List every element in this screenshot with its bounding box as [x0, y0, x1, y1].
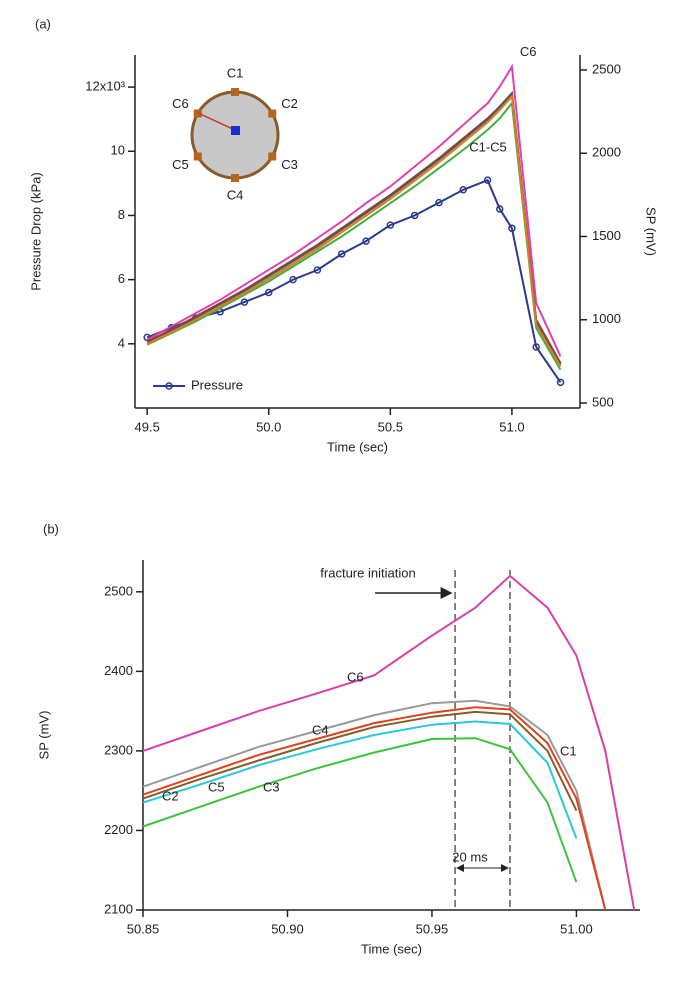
- series-line: [142, 699, 607, 911]
- series-line: [146, 178, 562, 383]
- series-label: C4: [312, 722, 329, 737]
- point: [532, 343, 540, 351]
- panel-label: (a): [35, 16, 51, 31]
- point: [508, 224, 516, 233]
- y-tick-label: 2400: [104, 663, 133, 678]
- x-tick-label: 50.95: [416, 921, 449, 936]
- x-tick-label: 50.5: [378, 419, 403, 434]
- sensor-label: C2: [281, 96, 298, 111]
- point: [337, 250, 346, 258]
- series-line: [142, 574, 636, 911]
- series-label: C3: [263, 779, 280, 794]
- y-tick-label: 2200: [104, 822, 133, 837]
- y-tick-label: 2500: [104, 583, 133, 598]
- y-tick-label: 8: [118, 207, 125, 222]
- y2-tick-label: 1500: [592, 228, 621, 243]
- series-line: [142, 710, 578, 812]
- x-tick-label: 50.0: [256, 419, 281, 434]
- y-tick-label: 12x10³: [85, 79, 125, 94]
- y2-tick-label: 2500: [592, 61, 621, 76]
- y2-tick-label: 500: [592, 394, 614, 409]
- series-line: [142, 720, 578, 839]
- sensor-label: C6: [172, 96, 189, 111]
- series-line: [146, 63, 562, 357]
- y2-tick-label: 1000: [592, 311, 621, 326]
- series-line: [142, 706, 607, 911]
- point: [240, 298, 249, 306]
- point: [556, 378, 565, 387]
- sensor-label: C3: [281, 157, 298, 172]
- series-line: [146, 100, 562, 371]
- point: [496, 205, 504, 213]
- sensor-label: C4: [227, 187, 244, 202]
- y2-axis-title: SP (mV): [644, 207, 659, 256]
- x-axis-title: Time (sec): [361, 941, 422, 956]
- panel-label: (b): [43, 521, 59, 536]
- point: [264, 288, 273, 297]
- point: [410, 211, 419, 220]
- point: [459, 186, 468, 194]
- y-tick-label: 2100: [104, 901, 133, 916]
- injection-point: [231, 126, 240, 135]
- sensor: [268, 152, 277, 161]
- annotation: 20 ms: [452, 849, 488, 864]
- y-tick-label: 6: [118, 271, 125, 286]
- point: [313, 266, 322, 274]
- x-tick-label: 51.00: [560, 921, 593, 936]
- sensor: [231, 174, 239, 182]
- series-line: [146, 94, 562, 367]
- point: [362, 237, 370, 245]
- sensor: [193, 152, 202, 161]
- y-axis-title: Pressure Drop (kPa): [28, 172, 43, 290]
- x-tick-label: 49.5: [135, 419, 160, 434]
- y2-tick-label: 2000: [592, 145, 621, 160]
- x-axis-title: Time (sec): [327, 439, 388, 454]
- y-axis-title: SP (mV): [36, 711, 51, 760]
- point: [289, 275, 297, 284]
- series-label: C6: [347, 669, 364, 684]
- sensor-label: C1: [227, 65, 244, 80]
- sensor: [193, 109, 202, 118]
- annotation: fracture initiation: [320, 565, 415, 580]
- sensor: [231, 88, 239, 96]
- legend-label: Pressure: [191, 377, 243, 392]
- series-label: C2: [162, 788, 179, 803]
- point: [435, 198, 443, 207]
- inset: C1 C2 C3 C4 C5 C6: [172, 65, 298, 202]
- series-line: [146, 90, 562, 365]
- annotation: C1-C5: [469, 139, 507, 154]
- x-tick-label: 50.90: [271, 921, 304, 936]
- point: [483, 176, 492, 184]
- sensor-label: C5: [172, 157, 189, 172]
- y-tick-label: 4: [118, 335, 125, 350]
- x-tick-label: 51.0: [499, 419, 524, 434]
- injection-path: [197, 112, 236, 131]
- y-tick-label: 10: [111, 143, 125, 158]
- series-label: C6: [520, 44, 537, 59]
- series-label: C5: [208, 779, 225, 794]
- y-tick-label: 2300: [104, 742, 133, 757]
- legend-marker: [165, 382, 173, 390]
- series-label: C1: [560, 743, 577, 758]
- point: [386, 221, 395, 229]
- x-tick-label: 50.85: [127, 921, 160, 936]
- sensor: [268, 109, 277, 118]
- series-line: [142, 737, 578, 883]
